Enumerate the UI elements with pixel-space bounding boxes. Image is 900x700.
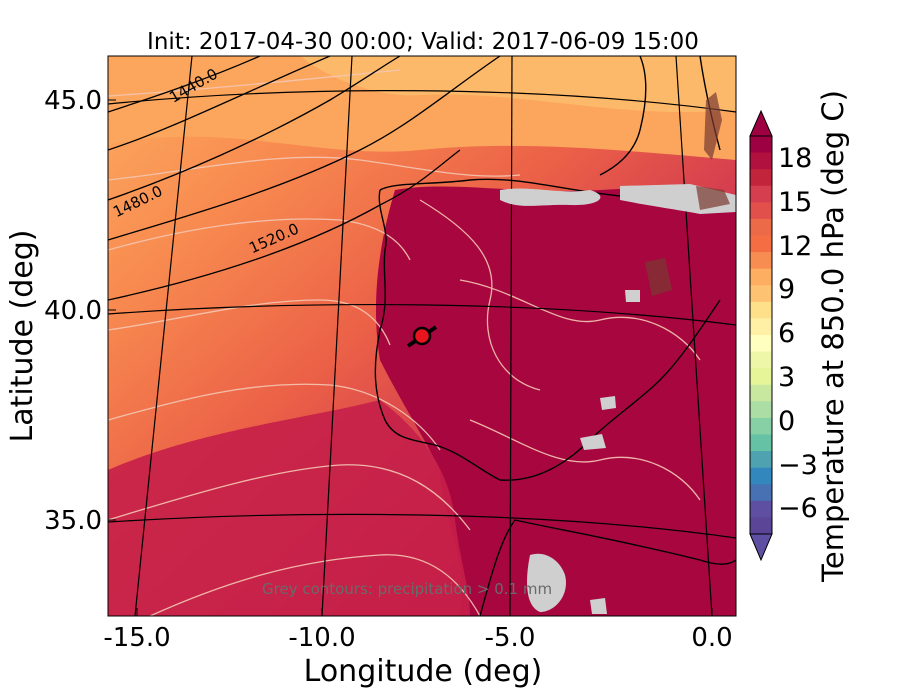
colorbar-segment [750, 417, 772, 436]
colorbar-segment [750, 467, 772, 485]
precipitation-note: Grey contours: precipitation > 0.1 mm [262, 580, 552, 598]
colorbar-segment [750, 301, 772, 320]
alps-detail [645, 92, 730, 296]
colorbar-segment [750, 136, 772, 154]
colorbar-tick-label: 18 [778, 143, 812, 174]
colorbar-segment [750, 285, 772, 303]
colorbar-segment [750, 185, 772, 203]
colorbar-segment [750, 434, 772, 452]
colorbar-segments [750, 136, 772, 535]
location-marker[interactable] [406, 325, 438, 348]
geopotential-contours [108, 56, 501, 301]
colorbar-segment [750, 252, 772, 270]
colorbar-tick-label: 0 [778, 406, 795, 437]
colorbar-tick-label: 6 [778, 318, 795, 349]
colorbar-segment [750, 384, 772, 402]
plot-title: Init: 2017-04-30 00:00; Valid: 2017-06-0… [147, 29, 699, 55]
x-axis-label: Longitude (deg) [304, 654, 543, 689]
temp-band-southwest [108, 400, 470, 616]
colorbar-segment [750, 351, 772, 369]
colorbar-segment [750, 318, 772, 336]
colorbar-segment [750, 517, 772, 535]
x-tick-label: -15.0 [103, 623, 170, 653]
y-axis-label: Latitude (deg) [5, 230, 40, 443]
temp-band-iberia [375, 186, 736, 616]
colorbar-segment [750, 484, 772, 502]
temp-band-biscay [300, 56, 736, 113]
y-tick-label: 35.0 [44, 506, 102, 536]
colorbar-segment [750, 268, 772, 286]
x-tick-label: 0.0 [691, 623, 732, 653]
colorbar-segment [750, 152, 772, 170]
colorbar-segment [750, 451, 772, 469]
map-frame [107, 55, 737, 617]
x-tick-label: -10.0 [288, 623, 355, 653]
colorbar-segment [750, 218, 772, 237]
colorbar-label: Temperature at 850.0 hPa (deg C) [816, 90, 850, 583]
colorbar-segment [750, 169, 772, 187]
colorbar-tick-label: −6 [778, 493, 818, 524]
colorbar-segment [750, 500, 772, 519]
isotherm-contours [108, 69, 701, 616]
x-axis-ticks: -15.0 -10.0 -5.0 0.0 [103, 608, 733, 653]
x-tick-label: -5.0 [485, 623, 536, 653]
colorbar-segment [750, 368, 772, 386]
y-tick-label: 40.0 [44, 296, 102, 326]
map-panel[interactable]: 1440.0 1480.0 1520.0 Grey contours: prec… [108, 56, 736, 616]
colorbar-frame [749, 135, 773, 535]
colorbar-segment [750, 335, 772, 353]
colorbar-tick-label: 3 [778, 362, 795, 393]
graticule [108, 56, 736, 616]
colorbar-tick-label: 12 [778, 231, 812, 262]
y-tick-label: 45.0 [44, 86, 102, 116]
colorbar-extend-top [749, 109, 773, 137]
colorbar-extend-bottom [749, 533, 773, 562]
colorbar-tick-label: 9 [778, 274, 795, 305]
colorbar-ticks: 18 15 12 9 6 3 0 −3 −6 [778, 143, 818, 524]
colorbar: 18 15 12 9 6 3 0 −3 −6 Temperature at 85… [749, 90, 850, 583]
colorbar-tick-label: 15 [778, 187, 812, 218]
colorbar-tick-label: −3 [778, 450, 818, 481]
colorbar-segment [750, 401, 772, 419]
y-axis-ticks: 45.0 40.0 35.0 [44, 86, 116, 536]
colorbar-segment [750, 235, 772, 253]
colorbar-segment [750, 202, 772, 220]
